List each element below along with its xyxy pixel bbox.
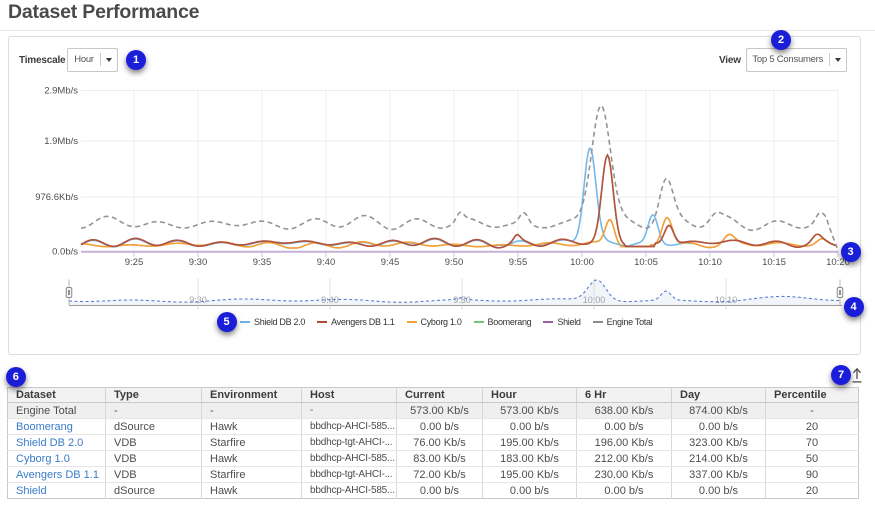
svg-text:10:10: 10:10	[715, 295, 738, 305]
svg-text:10:05: 10:05	[634, 257, 658, 268]
svg-text:10:15: 10:15	[762, 257, 786, 268]
svg-text:9:30: 9:30	[189, 295, 207, 305]
svg-text:9:30: 9:30	[189, 257, 208, 268]
svg-text:10:20: 10:20	[826, 257, 850, 268]
svg-text:9:25: 9:25	[125, 257, 144, 268]
svg-text:9:45: 9:45	[381, 257, 400, 268]
svg-text:10:00: 10:00	[583, 295, 606, 305]
svg-text:10:00: 10:00	[570, 257, 594, 268]
svg-text:9:55: 9:55	[509, 257, 528, 268]
svg-text:9:40: 9:40	[317, 257, 336, 268]
svg-text:0.0b/s: 0.0b/s	[52, 247, 78, 258]
svg-text:9:35: 9:35	[253, 257, 272, 268]
svg-text:9:50: 9:50	[453, 295, 471, 305]
svg-text:10:10: 10:10	[698, 257, 722, 268]
svg-text:976.6Kb/s: 976.6Kb/s	[35, 192, 78, 203]
svg-text:9:50: 9:50	[445, 257, 464, 268]
svg-text:2.9Mb/s: 2.9Mb/s	[44, 86, 78, 97]
svg-text:1.9Mb/s: 1.9Mb/s	[44, 136, 78, 147]
